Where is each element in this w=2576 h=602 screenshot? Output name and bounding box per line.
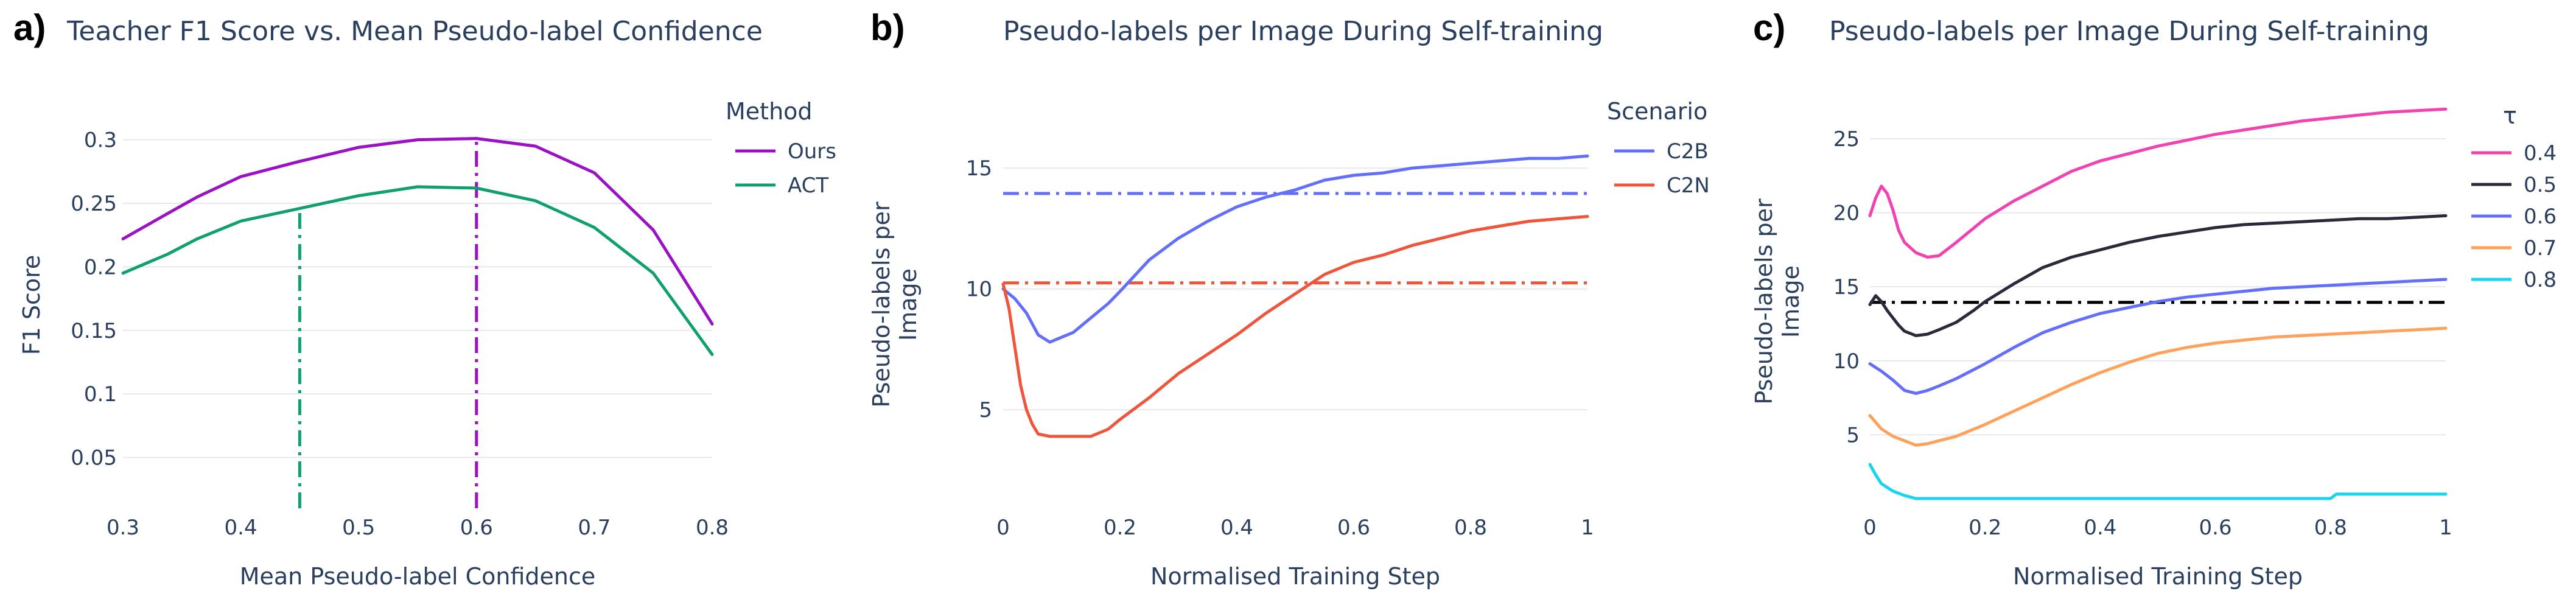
legend: Scenario C2B C2N xyxy=(1607,98,1710,198)
y-tick-label: 0.1 xyxy=(84,382,117,407)
legend: τ 0.4 0.5 0.6 0.7 0.8 xyxy=(2471,102,2557,292)
y-tick-label: 0.15 xyxy=(71,319,117,343)
series-line-0.5 xyxy=(1868,214,2448,337)
x-tick-label: 0.8 xyxy=(1454,516,1487,540)
x-tick-label: 0.7 xyxy=(578,516,611,540)
y-tick-label: 15 xyxy=(966,156,992,181)
y-axis-title: F1 Score xyxy=(18,255,45,355)
x-tick-label: 1 xyxy=(2439,516,2452,540)
y-tick-label: 5 xyxy=(979,398,992,422)
legend-title: τ xyxy=(2503,102,2517,129)
legend: Method Ours ACT xyxy=(726,98,836,198)
chart-panel-1: a) Teacher F1 Score vs. Mean Pseudo-label… xyxy=(13,7,836,590)
y-axis-title-line: Pseudo-labels per xyxy=(868,201,895,408)
y-tick-label: 0.25 xyxy=(71,192,117,216)
legend-label: 0.8 xyxy=(2524,268,2557,292)
legend-label: 0.5 xyxy=(2524,173,2557,197)
series-line-0.6 xyxy=(1868,278,2448,395)
x-tick-label: 0.2 xyxy=(1969,516,2001,540)
x-tick-label: 0.8 xyxy=(696,516,729,540)
x-tick-label: 0.8 xyxy=(2314,516,2347,540)
y-axis-title-line: Pseudo-labels per xyxy=(1751,198,1777,405)
legend-title: Scenario xyxy=(1607,98,1707,125)
series-line-0.4 xyxy=(1868,107,2448,259)
legend-title: Method xyxy=(726,98,813,125)
series-line-C2N xyxy=(1001,215,1589,438)
legend-label: Ours xyxy=(788,139,836,164)
x-tick-label: 0 xyxy=(1863,516,1877,540)
y-axis-title-line: F1 Score xyxy=(18,255,45,355)
y-tick-label: 0.05 xyxy=(71,446,117,471)
y-tick-label: 0.2 xyxy=(84,255,117,279)
x-tick-label: 0.4 xyxy=(1220,516,1253,540)
x-tick-label: 0.2 xyxy=(1104,516,1136,540)
y-tick-label: 15 xyxy=(1833,275,1860,299)
y-tick-label: 0.3 xyxy=(84,128,117,153)
series-line-ACT xyxy=(121,185,714,356)
y-tick-label: 20 xyxy=(1833,201,1860,226)
series-line-Ours xyxy=(121,137,714,326)
y-axis-title-line: Image xyxy=(895,268,922,341)
x-tick-label: 0.5 xyxy=(342,516,375,540)
legend-label: 0.6 xyxy=(2524,205,2557,229)
chart-title: Pseudo-labels per Image During Self-trai… xyxy=(1003,16,1603,47)
x-axis-title: Normalised Training Step xyxy=(1150,563,1440,590)
y-axis-title: Pseudo-labels per Image xyxy=(1751,198,1804,405)
chart-title: Teacher F1 Score vs. Mean Pseudo-label C… xyxy=(66,16,763,47)
x-tick-label: 0.3 xyxy=(107,516,139,540)
x-axis-title: Mean Pseudo-label Confidence xyxy=(240,563,596,590)
legend-label: C2B xyxy=(1667,139,1709,164)
x-tick-label: 0.4 xyxy=(225,516,257,540)
y-axis-title-line: Image xyxy=(1777,265,1804,338)
legend-label: C2N xyxy=(1667,173,1710,198)
legend-label: 0.7 xyxy=(2524,236,2557,261)
y-tick-label: 10 xyxy=(966,278,992,302)
x-tick-label: 0 xyxy=(996,516,1010,540)
x-tick-label: 0.6 xyxy=(1337,516,1370,540)
x-axis-title: Normalised Training Step xyxy=(2013,563,2303,590)
chart-panel-3: c) Pseudo-labels per Image During Self-tr… xyxy=(1751,7,2557,590)
series-line-0.7 xyxy=(1868,326,2448,447)
panel-letter: a) xyxy=(13,7,46,48)
panel-letter: b) xyxy=(870,7,905,48)
series-line-C2B xyxy=(1001,154,1589,344)
panel-letter: c) xyxy=(1753,7,1785,48)
chart-title: Pseudo-labels per Image During Self-trai… xyxy=(1829,16,2429,47)
x-tick-label: 0.6 xyxy=(460,516,493,540)
y-axis-title: Pseudo-labels per Image xyxy=(868,201,922,408)
x-tick-label: 0.6 xyxy=(2199,516,2232,540)
legend-label: 0.4 xyxy=(2524,141,2557,166)
legend-label: ACT xyxy=(788,173,828,198)
y-tick-label: 10 xyxy=(1833,349,1860,374)
y-tick-label: 25 xyxy=(1833,127,1860,152)
series-line-0.8 xyxy=(1868,463,2448,500)
x-tick-label: 0.4 xyxy=(2084,516,2116,540)
chart-panel-2: b) Pseudo-labels per Image During Self-tr… xyxy=(868,7,1710,590)
y-tick-label: 5 xyxy=(1846,423,1860,447)
x-tick-label: 1 xyxy=(1581,516,1594,540)
